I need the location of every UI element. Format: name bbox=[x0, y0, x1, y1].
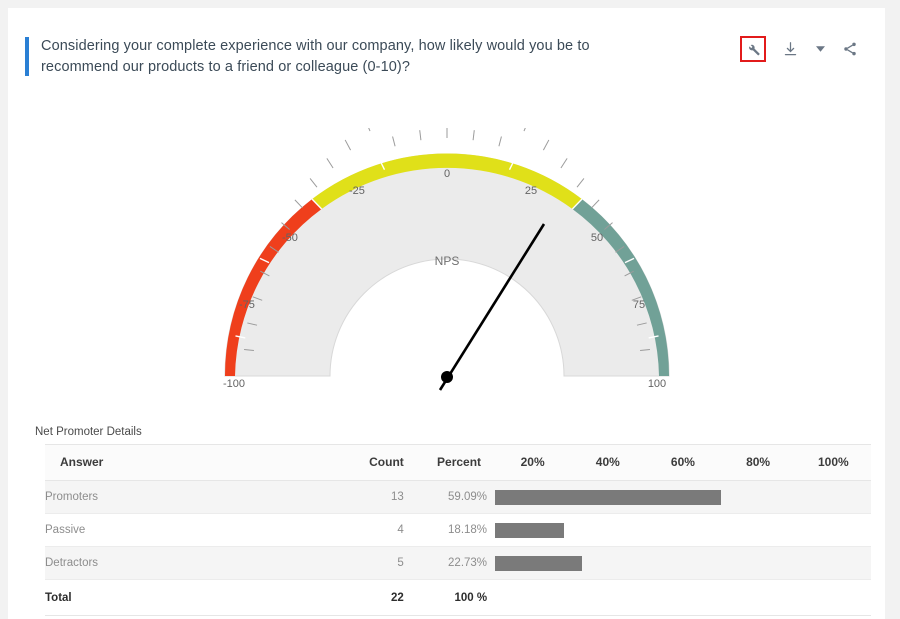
cell-total-count: 22 bbox=[338, 579, 410, 616]
gauge-band-detractors bbox=[224, 199, 322, 376]
column-header-percent[interactable]: Percent bbox=[409, 444, 496, 481]
column-header-answer[interactable]: Answer bbox=[45, 444, 339, 481]
gauge-tick-label-25: 25 bbox=[524, 185, 536, 197]
gauge-tick-label-50: 50 bbox=[590, 232, 602, 244]
cell-bar bbox=[495, 480, 871, 514]
gauge-needle bbox=[438, 223, 545, 391]
gauge-tick-label-neg25: -25 bbox=[349, 185, 365, 197]
gauge-major-ticks bbox=[234, 160, 659, 339]
scale-label-80: 80% bbox=[720, 444, 796, 481]
cell-answer: Detractors bbox=[45, 546, 339, 580]
gauge-tick-label-0: 0 bbox=[443, 168, 449, 180]
nps-gauge: -100 -75 -50 -25 0 25 50 75 100 NPS Net … bbox=[8, 128, 885, 529]
cell-count: 5 bbox=[338, 546, 410, 580]
table-header-row: Answer Count Percent 20% 40% 60% 80% 100… bbox=[45, 444, 871, 481]
nps-details-table: Answer Count Percent 20% 40% 60% 80% 100… bbox=[45, 444, 871, 616]
chevron-down-icon[interactable] bbox=[814, 40, 826, 58]
scale-label-40: 40% bbox=[570, 444, 646, 481]
gauge-tick-label-neg100: -100 bbox=[223, 378, 245, 390]
gauge-band-promoters bbox=[571, 199, 669, 376]
share-icon[interactable] bbox=[839, 38, 861, 60]
cell-bar bbox=[495, 513, 871, 547]
scale-label-20: 20% bbox=[495, 444, 571, 481]
gauge-tick-label-neg50: -50 bbox=[282, 232, 298, 244]
scale-label-100: 100% bbox=[795, 444, 871, 481]
question-title: Considering your complete experience wit… bbox=[41, 38, 590, 75]
table-header: Answer Count Percent 20% 40% 60% 80% 100… bbox=[45, 444, 871, 481]
gauge-tick-label-100: 100 bbox=[647, 378, 665, 390]
gauge-band-passives bbox=[311, 153, 582, 209]
cell-percent: 18.18% bbox=[409, 513, 496, 547]
cell-total-bar bbox=[495, 579, 871, 616]
table-row-total: Total 22 100 % bbox=[45, 579, 871, 616]
download-icon[interactable] bbox=[779, 38, 801, 60]
gauge-ticks bbox=[243, 128, 650, 351]
column-header-count[interactable]: Count bbox=[338, 444, 410, 481]
accent-bar bbox=[25, 37, 29, 76]
report-card: Considering your complete experience wit… bbox=[8, 8, 885, 619]
cell-count: 4 bbox=[338, 513, 410, 547]
cell-answer: Passive bbox=[45, 513, 339, 547]
cell-count: 13 bbox=[338, 480, 410, 514]
scale-label-60: 60% bbox=[645, 444, 721, 481]
cell-total-label: Total bbox=[45, 579, 339, 616]
bar-passive bbox=[495, 522, 565, 538]
gauge-tick-label-neg75: -75 bbox=[239, 299, 255, 311]
cell-total-percent: 100 % bbox=[409, 579, 496, 616]
cell-answer: Promoters bbox=[45, 480, 339, 514]
cell-percent: 22.73% bbox=[409, 546, 496, 580]
gauge-svg: -100 -75 -50 -25 0 25 50 75 100 NPS bbox=[223, 128, 670, 391]
table-body: Promoters 13 59.09% Passive 4 18.18% bbox=[45, 480, 871, 616]
cell-percent: 59.09% bbox=[409, 480, 496, 514]
gauge-center-label: NPS bbox=[434, 254, 459, 268]
table-row[interactable]: Passive 4 18.18% bbox=[45, 513, 871, 547]
cell-bar bbox=[495, 546, 871, 580]
question-header: Considering your complete experience wit… bbox=[25, 28, 875, 84]
table-row[interactable]: Detractors 5 22.73% bbox=[45, 546, 871, 580]
bar-promoters bbox=[495, 489, 721, 505]
table-row[interactable]: Promoters 13 59.09% bbox=[45, 480, 871, 514]
gauge-tick-label-75: 75 bbox=[632, 299, 644, 311]
wrench-icon[interactable] bbox=[740, 36, 766, 62]
bar-detractors bbox=[495, 555, 582, 571]
table-caption: Net Promoter Details bbox=[35, 426, 142, 438]
header-actions bbox=[740, 36, 861, 62]
